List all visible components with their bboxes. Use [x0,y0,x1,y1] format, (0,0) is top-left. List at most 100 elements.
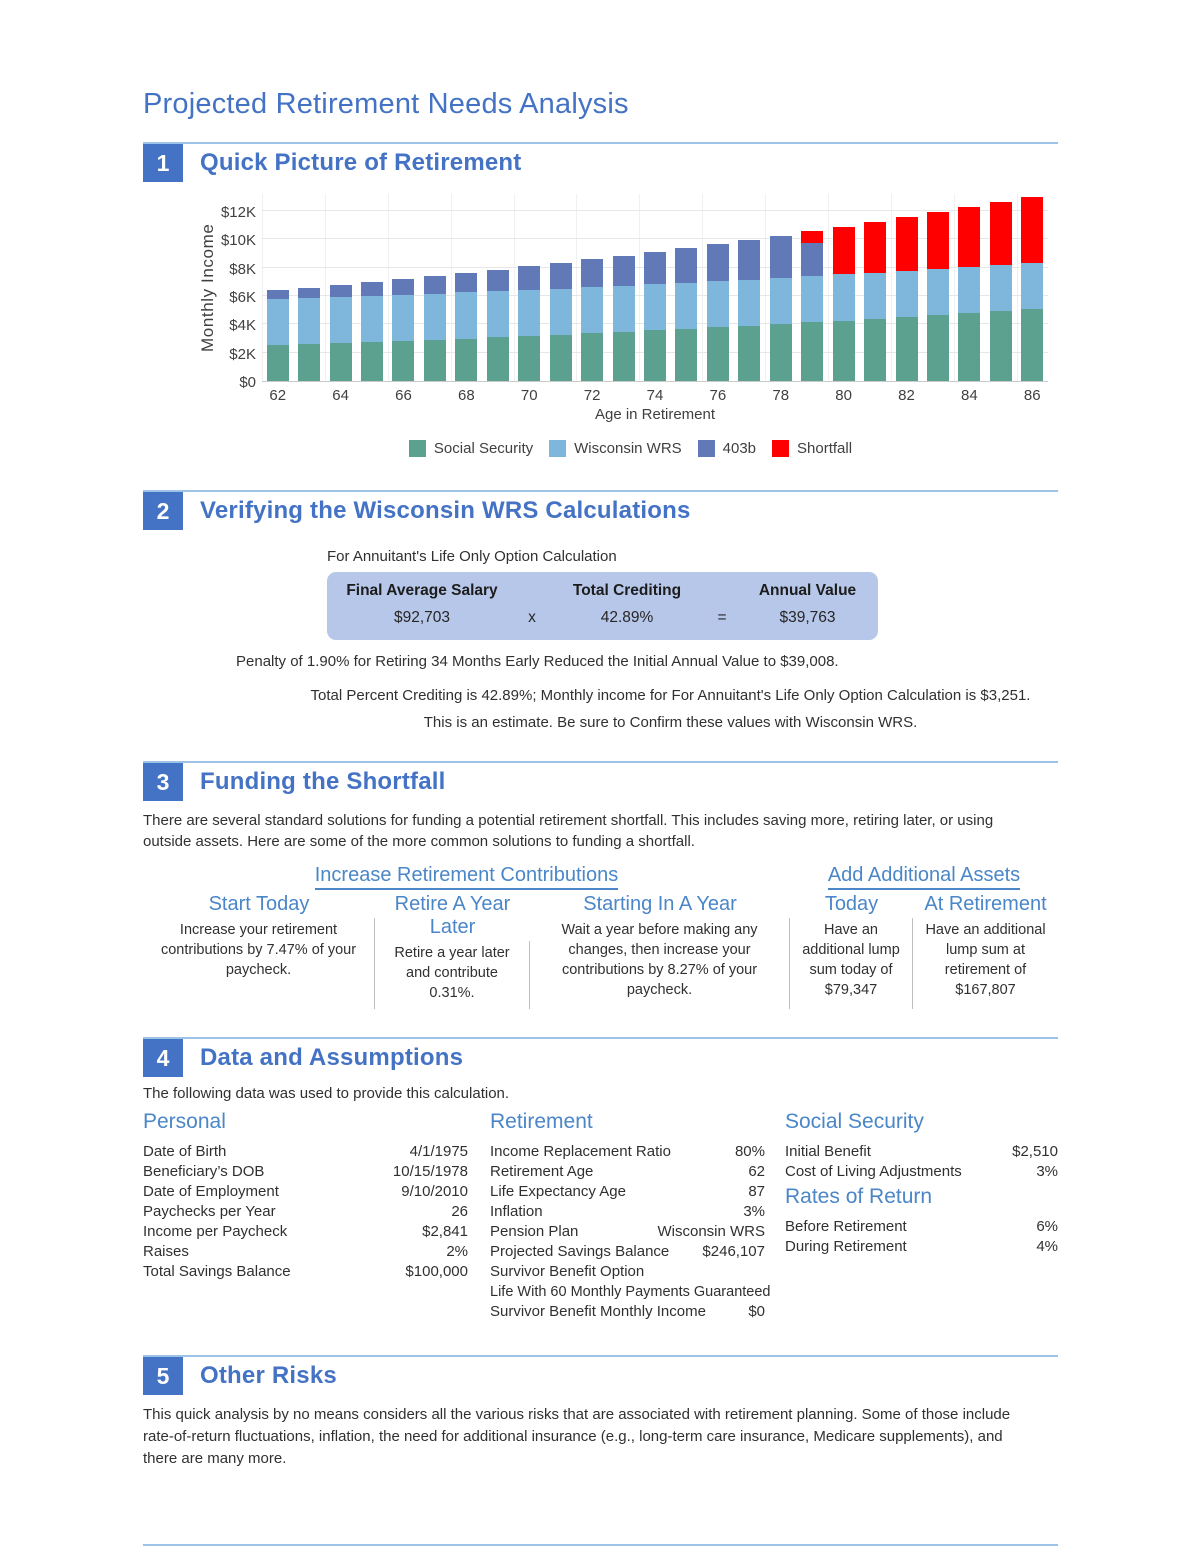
data-row-retirement-age: Retirement Age 62 [490,1162,765,1182]
bar-age-78 [769,235,792,381]
bar-age-71 [549,262,572,381]
x-tick-label: 66 [395,387,412,404]
section-3-title: Funding the Shortfall [200,768,446,795]
header-annual-value: Annual Value [758,582,857,599]
segment-social-security [769,323,792,381]
bar-age-85 [989,202,1012,381]
row-label: Total Savings Balance [143,1263,291,1280]
legend-item-social-security: Social Security [408,439,534,457]
chart-legend: Social Security Wisconsin WRS 403b Shortfal… [203,436,1058,460]
section-3-header: 3 Funding the Shortfall [143,763,1058,801]
section-2-number: 2 [143,492,183,530]
row-label: Beneficiary’s DOB [143,1163,265,1180]
section-wrs-calculations: 2 Verifying the Wisconsin WRS Calculatio… [143,490,1058,731]
bar-age-66 [392,279,415,381]
option-start-today: Start Today Increase your retirement con… [143,893,375,1009]
segment-wisconsin-wrs [361,296,384,343]
section-4-title: Data and Assumptions [200,1044,464,1071]
segment-social-security [958,312,981,381]
row-label: Survivor Benefit Option [490,1263,645,1280]
header-total-crediting: Total Crediting [572,582,682,599]
y-tick-label: $2K [229,345,256,363]
bar-age-79 [801,231,824,381]
wrs-notes: Total Percent Crediting is 42.89%; Month… [283,687,1058,731]
legend-label: Social Security [433,439,534,457]
section-quick-picture: 1 Quick Picture of Retirement Monthly In… [143,142,1058,460]
row-value: 3% [743,1203,765,1220]
data-row-during-retirement: During Retirement 4% [785,1237,1058,1257]
segment-wisconsin-wrs [832,274,855,321]
value-total-crediting: 42.89% [600,609,654,626]
vertical-gridline [639,194,641,381]
group-add-assets: Add Additional Assets [790,864,1058,890]
row-label: Retirement Age [490,1163,594,1180]
segment-wisconsin-wrs [644,284,666,331]
row-value: 62 [748,1163,765,1180]
data-row-income-replacement-ratio: Income Replacement Ratio 80% [490,1142,765,1162]
segment-403b [361,282,384,297]
segment-wisconsin-wrs [266,299,289,346]
segment-403b [675,247,698,283]
vertical-gridline [827,194,829,381]
x-tick-label: 74 [646,387,664,404]
row-value: 10/15/1978 [392,1163,468,1180]
group-header-add-assets: Add Additional Assets [827,864,1021,890]
segment-wisconsin-wrs [392,294,415,341]
row-value: 26 [451,1203,468,1220]
segment-shortfall [926,212,949,269]
y-axis-title: Monthly Income [198,223,217,353]
segment-social-security [298,344,321,381]
segment-social-security [486,337,509,381]
legend-label: 403b [722,439,757,457]
segment-403b [392,279,415,295]
segment-wisconsin-wrs [675,282,698,329]
page-content: Projected Retirement Needs Analysis 1 Qu… [143,0,1058,1470]
segment-social-security [612,331,635,381]
x-tick-label: 82 [898,387,915,404]
segment-wisconsin-wrs [455,292,478,339]
segment-shortfall [801,231,824,244]
legend-label: Wisconsin WRS [574,439,682,457]
wrs-calculation-table: Final Average Salary Total Crediting Ann… [327,572,878,640]
segment-wisconsin-wrs [801,276,824,323]
x-tick-label: 64 [332,387,349,404]
segment-social-security [675,328,698,381]
bar-age-72 [581,259,604,381]
data-row-before-retirement: Before Retirement 6% [785,1217,1058,1237]
segment-shortfall [832,226,855,275]
bar-age-75 [675,247,698,381]
data-row-life-expectancy-age: Life Expectancy Age 87 [490,1182,765,1202]
section-3-number: 3 [143,763,183,801]
vertical-gridline [576,194,578,381]
bar-age-81 [864,222,887,381]
y-axis-ticks: $0 $2K $4K $6K $8K $10K $12K [221,194,262,391]
y-tick-label: $6K [229,289,256,306]
wrs-table-header-row: Final Average Salary Total Crediting Ann… [327,582,878,600]
row-value: $0 [748,1303,765,1320]
section-4-header: 4 Data and Assumptions [143,1039,1058,1077]
segment-social-security [801,322,824,381]
assumption-columns: Personal Date of Birth 4/1/1975 Benefici… [143,1110,1058,1322]
section-5-number: 5 [143,1357,183,1395]
segment-shortfall [895,217,918,271]
row-value: $2,510 [1012,1143,1058,1160]
y-tick-label: $4K [229,317,256,335]
bar-age-82 [895,217,918,381]
section-4-number: 4 [143,1039,183,1077]
chart-plot-area [262,194,1048,382]
retirement-heading: Retirement [490,1110,593,1133]
legend-label: Shortfall [797,439,853,457]
row-value: Wisconsin WRS [657,1223,765,1240]
data-row-survivor-benefit-monthly-income: Survivor Benefit Monthly Income $0 [490,1302,765,1322]
segment-wisconsin-wrs [769,277,792,324]
legend-swatch-wisconsin-wrs [549,439,567,457]
row-label: Paychecks per Year [143,1203,276,1220]
value-annual-value: $39,763 [779,609,836,626]
legend-swatch-social-security [408,439,426,457]
x-tick-label: 80 [835,387,852,404]
row-label: Life Expectancy Age [490,1183,626,1200]
y-tick-label: $0 [239,374,256,391]
option-body: Retire a year later and contribute 0.31%… [375,941,530,1009]
segment-social-security [581,333,604,381]
